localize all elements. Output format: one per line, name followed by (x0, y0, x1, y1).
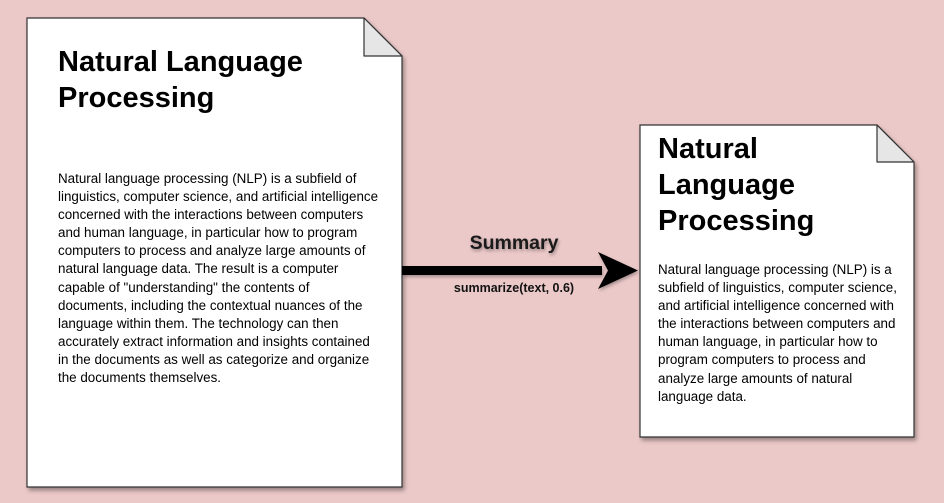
summary-document-fold (876, 124, 915, 163)
arrow-shaft (402, 266, 602, 275)
source-document-title: Natural Language Processing (58, 46, 303, 114)
arrow-caption: summarize(text, 0.6) (453, 281, 575, 295)
source-document-body: Natural language processing (NLP) is a s… (58, 171, 379, 386)
arrow-label: Summary (469, 232, 559, 254)
summary-document-page (639, 124, 915, 438)
summary-document (639, 124, 915, 438)
arrow-head (598, 252, 638, 289)
summary-arrow (402, 252, 638, 289)
summary-document-title: Natural Language Processing (658, 133, 815, 237)
source-document-fold (363, 17, 403, 57)
summary-document-body: Natural language processing (NLP) is a s… (658, 262, 897, 404)
